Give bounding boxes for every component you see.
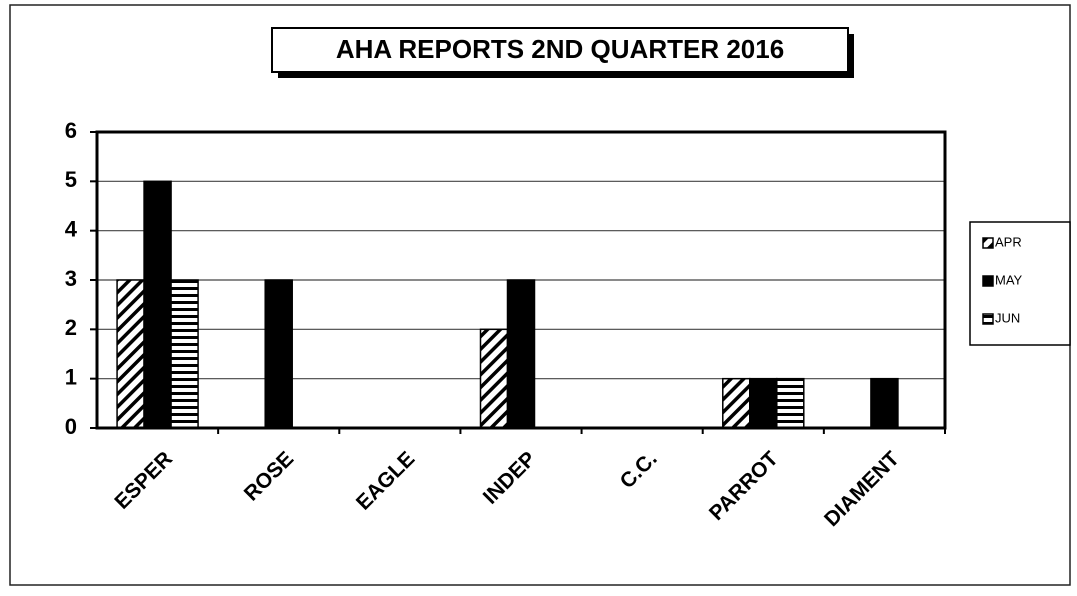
y-tick-label: 6 (65, 118, 77, 143)
title-box (271, 27, 849, 73)
bar (870, 377, 899, 429)
bar (143, 180, 172, 429)
legend-label: APR (995, 234, 1022, 249)
y-tick-label: 0 (65, 414, 77, 439)
legend-label: JUN (995, 310, 1020, 325)
y-tick-label: 3 (65, 266, 77, 291)
y-tick-label: 4 (65, 216, 78, 241)
bar (776, 377, 805, 429)
legend-label: MAY (995, 272, 1023, 287)
legend-swatch (982, 275, 994, 287)
y-tick-label: 5 (65, 167, 77, 192)
y-tick-label: 2 (65, 315, 77, 340)
y-tick-label: 1 (65, 364, 77, 389)
bar (506, 279, 536, 429)
chart-title: AHA REPORTS 2ND QUARTER 2016 (336, 34, 784, 64)
plot-border (95, 130, 947, 430)
bar (722, 377, 751, 429)
legend-swatch (982, 237, 994, 249)
bar (749, 377, 778, 429)
legend-swatch (982, 313, 994, 325)
bar (479, 328, 509, 429)
bar (170, 279, 199, 429)
bar (264, 279, 293, 429)
bar (116, 279, 145, 429)
